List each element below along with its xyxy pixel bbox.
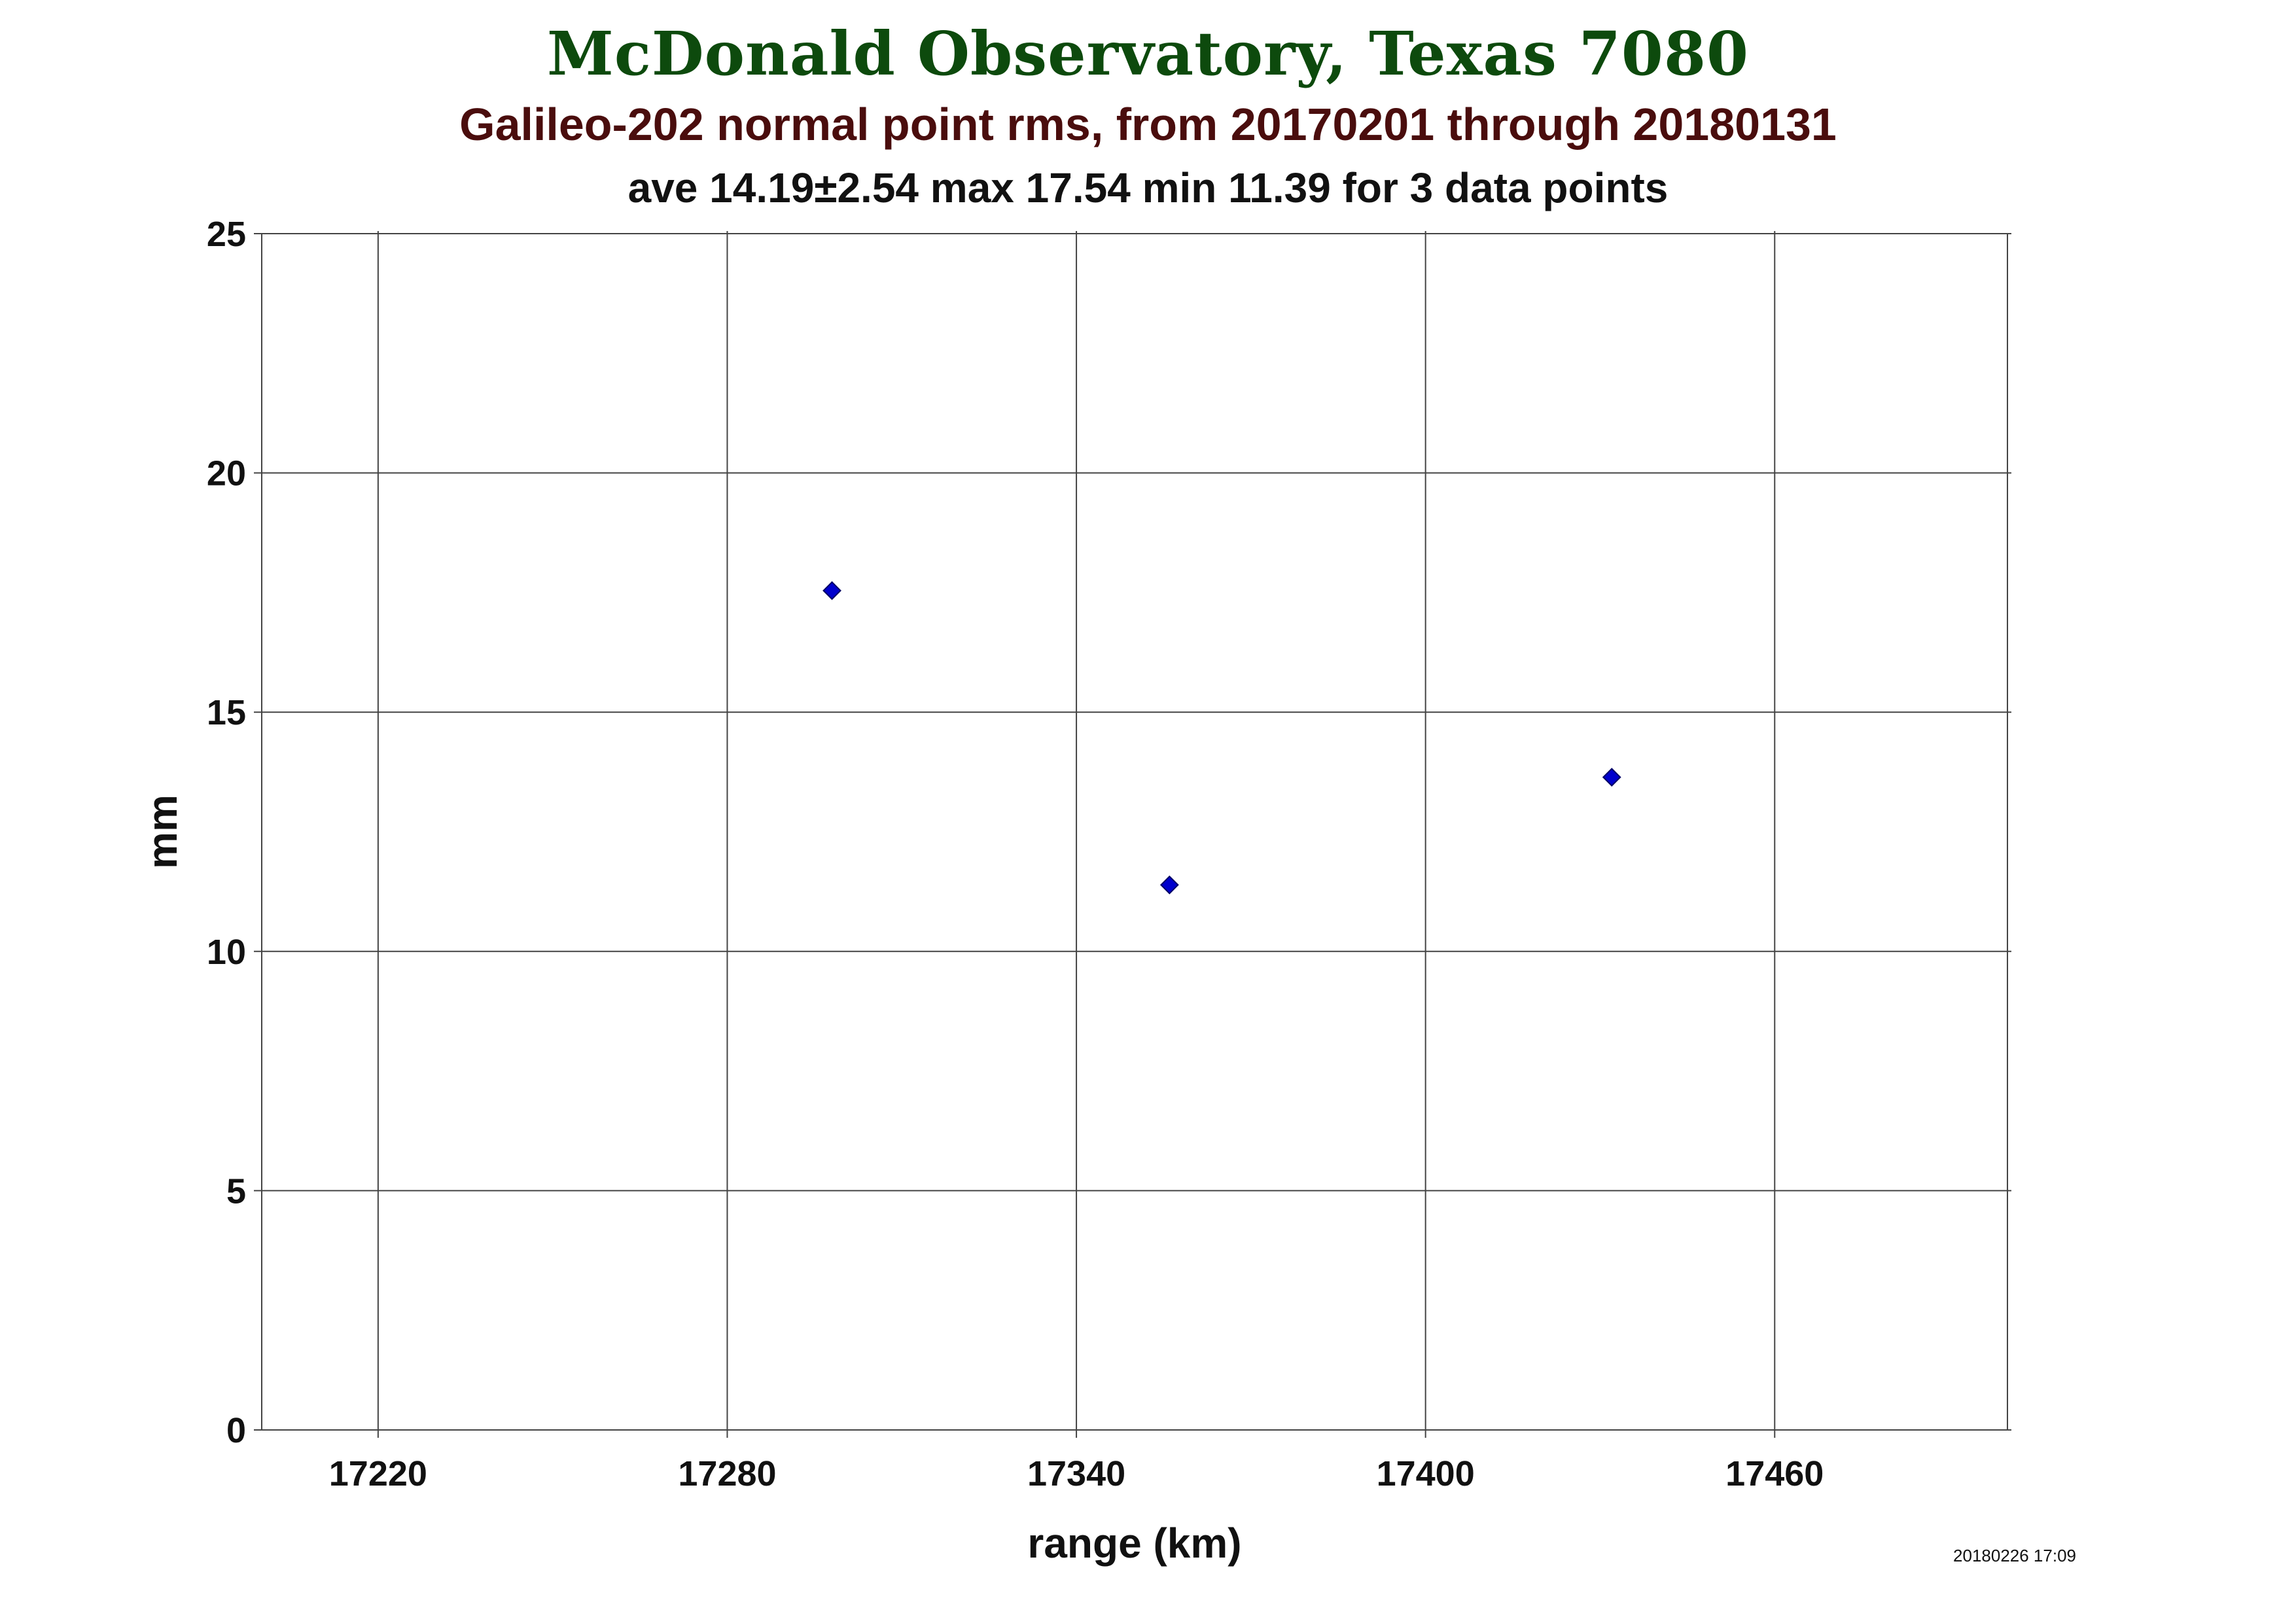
x-tick-label: 17460 bbox=[1725, 1454, 1824, 1493]
y-tick-label: 5 bbox=[226, 1171, 246, 1211]
tick-labels: 0 5 10 15 20 25 17220 17280 17340 17400 17460 bbox=[207, 215, 1824, 1493]
x-tick-label: 17340 bbox=[1027, 1454, 1125, 1493]
y-tick-label: 25 bbox=[207, 215, 246, 254]
plot-frame bbox=[261, 233, 2008, 1431]
chart-subtitle: Galileo-202 normal point rms, from 20170… bbox=[459, 99, 1837, 150]
data-point bbox=[1159, 875, 1179, 895]
y-tick-label: 15 bbox=[207, 693, 246, 732]
y-tick-label: 10 bbox=[207, 933, 246, 972]
y-tick-label: 0 bbox=[226, 1411, 246, 1450]
data-point bbox=[1602, 768, 1621, 787]
x-tick-label: 17220 bbox=[329, 1454, 427, 1493]
x-tick-label: 17400 bbox=[1377, 1454, 1475, 1493]
timestamp: 20180226 17:09 bbox=[1953, 1546, 2076, 1565]
data-points bbox=[822, 581, 1621, 895]
x-tick-label: 17280 bbox=[678, 1454, 776, 1493]
x-axis-label: range (km) bbox=[1027, 1520, 1241, 1567]
chart-title: McDonald Observatory, Texas 7080 bbox=[547, 18, 1749, 89]
y-tick-label: 20 bbox=[207, 454, 246, 493]
grid-lines bbox=[254, 231, 2011, 1438]
stats-line: ave 14.19±2.54 max 17.54 min 11.39 for 3… bbox=[627, 164, 1669, 211]
y-axis-label: mm bbox=[139, 794, 186, 869]
data-point bbox=[822, 581, 841, 600]
